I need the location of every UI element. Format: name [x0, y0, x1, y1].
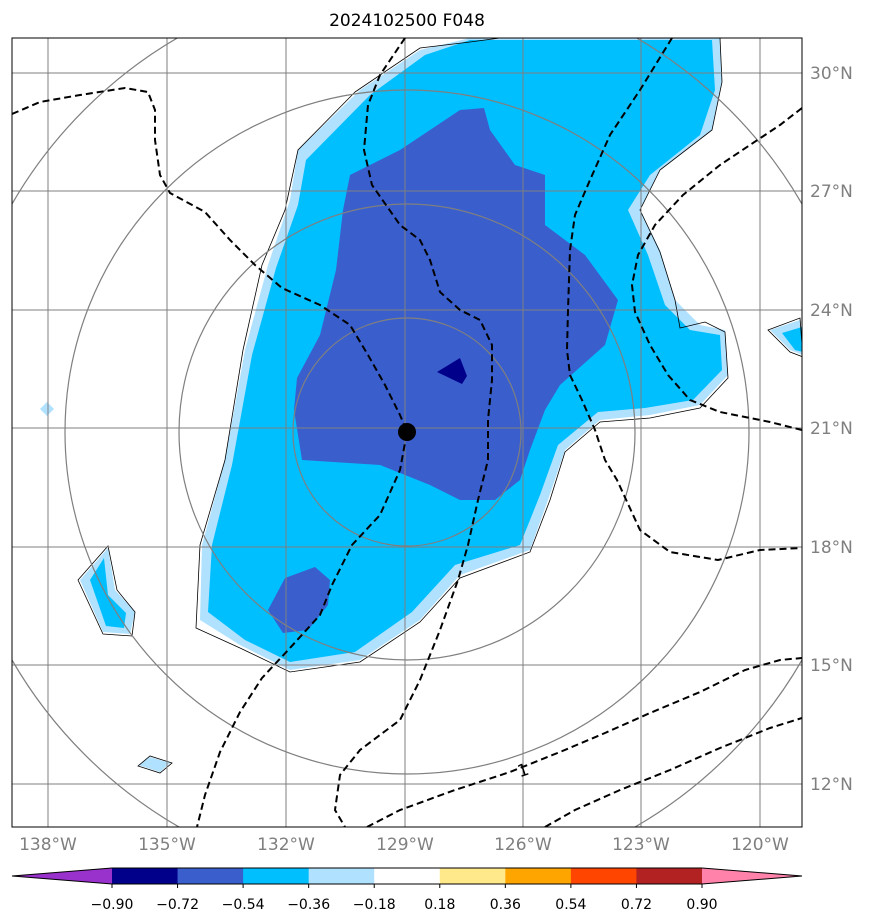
- lon-label-123w: 123°W: [612, 835, 670, 855]
- colorbar-tick-label: −0.72: [156, 897, 199, 913]
- colorbar-segment: [636, 868, 703, 884]
- colorbar-tick-label: −0.18: [353, 897, 396, 913]
- lat-label-30n: 30°N: [810, 64, 853, 84]
- colorbar-tick-label: 0.90: [686, 897, 717, 913]
- lon-label-132w: 132°W: [257, 835, 315, 855]
- storm-center-marker: [398, 423, 416, 441]
- colorbar-extend-high: [702, 868, 802, 884]
- lon-label-138w: 138°W: [19, 835, 77, 855]
- map-title: 2024102500 F048: [329, 11, 485, 31]
- region-navy: [437, 358, 467, 384]
- colorbar-segment: [505, 868, 572, 884]
- region-light-blue-dot: [40, 402, 54, 416]
- lon-label-135w: 135°W: [138, 835, 196, 855]
- lat-label-12n: 12°N: [810, 775, 853, 795]
- colorbar-segment: [177, 868, 244, 884]
- lat-label-15n: 15°N: [810, 656, 853, 676]
- colorbar-segment: [308, 868, 375, 884]
- longitude-labels: 138°W 135°W 132°W 129°W 126°W 123°W 120°…: [19, 835, 789, 855]
- colorbar-segment: [439, 868, 506, 884]
- colorbar-tick-label: 0.18: [424, 897, 455, 913]
- region-light-blue-west-2: [138, 757, 170, 772]
- lon-label-129w: 129°W: [376, 835, 434, 855]
- colorbar-segment: [112, 868, 179, 884]
- colorbar-segment: [374, 868, 441, 884]
- map-frame: [11, 37, 803, 828]
- lat-label-27n: 27°N: [810, 182, 853, 202]
- colorbar-tick-label: −0.36: [287, 897, 330, 913]
- lon-label-126w: 126°W: [494, 835, 552, 855]
- colorbar-tick-label: 0.36: [490, 897, 521, 913]
- lat-label-18n: 18°N: [810, 538, 853, 558]
- region-sky-blue-west: [90, 558, 126, 628]
- dashed-contours: [12, 38, 802, 827]
- lon-label-120w: 120°W: [731, 835, 789, 855]
- colorbar-extend-low: [12, 868, 112, 884]
- colorbar: −0.90 −0.72 −0.54 −0.36 −0.18 0.18 0.36 0.54 0.7…: [11, 867, 803, 913]
- colorbar-tick-label: 0.54: [555, 897, 586, 913]
- map-area: 1: [12, 38, 802, 827]
- colorbar-segment: [243, 868, 310, 884]
- latitude-labels: 30°N 27°N 24°N 21°N 18°N 15°N 12°N: [810, 64, 853, 795]
- colorbar-segment: [570, 868, 637, 884]
- lat-label-21n: 21°N: [810, 419, 853, 439]
- colorbar-tick-label: −0.54: [222, 897, 265, 913]
- region-sky-blue-east: [782, 327, 802, 352]
- lat-label-24n: 24°N: [810, 301, 853, 321]
- range-rings: [12, 38, 802, 827]
- thin-contours: [77, 38, 802, 774]
- colorbar-tick-label: 0.72: [621, 897, 652, 913]
- region-royal-blue-south: [268, 567, 330, 633]
- colorbar-tick-label: −0.90: [91, 897, 134, 913]
